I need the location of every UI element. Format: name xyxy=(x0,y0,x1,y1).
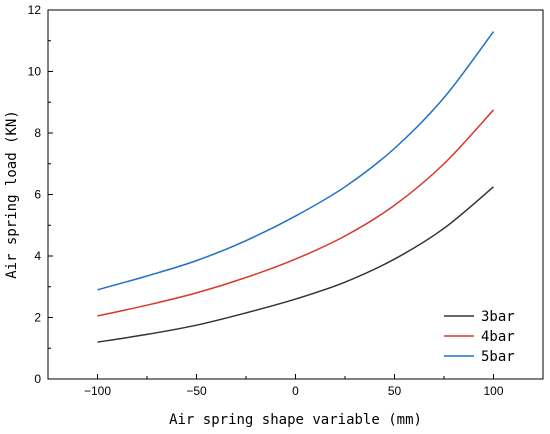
y-tick-label: 4 xyxy=(34,249,41,263)
series-line-4bar xyxy=(97,109,495,317)
y-tick-label: 2 xyxy=(34,311,41,325)
x-tick-label: 0 xyxy=(292,384,299,398)
y-tick-label: 8 xyxy=(34,126,41,140)
legend-label: 5bar xyxy=(481,349,515,365)
x-tick-label: 50 xyxy=(388,384,402,398)
legend: 3bar 4bar 5bar xyxy=(444,309,515,365)
y-tick-label: 12 xyxy=(28,3,42,17)
x-axis-title: Air spring shape variable (mm) xyxy=(169,412,422,428)
legend-label: 3bar xyxy=(481,309,515,325)
y-axis-title: Air spring load (KN) xyxy=(4,110,20,279)
x-tick-label: −100 xyxy=(84,384,111,398)
x-tick-label: 100 xyxy=(483,384,503,398)
series-line-5bar xyxy=(97,31,495,291)
series-lines xyxy=(97,31,495,343)
series-line-3bar xyxy=(97,186,494,343)
y-tick-label: 10 xyxy=(28,65,42,79)
y-tick-label: 0 xyxy=(34,372,41,386)
y-axis: 0 2 4 6 8 10 12 xyxy=(28,3,53,386)
x-tick-label: −50 xyxy=(186,384,207,398)
legend-label: 4bar xyxy=(481,329,515,345)
x-axis: −100 −50 0 50 100 xyxy=(47,374,544,398)
y-tick-label: 6 xyxy=(34,188,41,202)
